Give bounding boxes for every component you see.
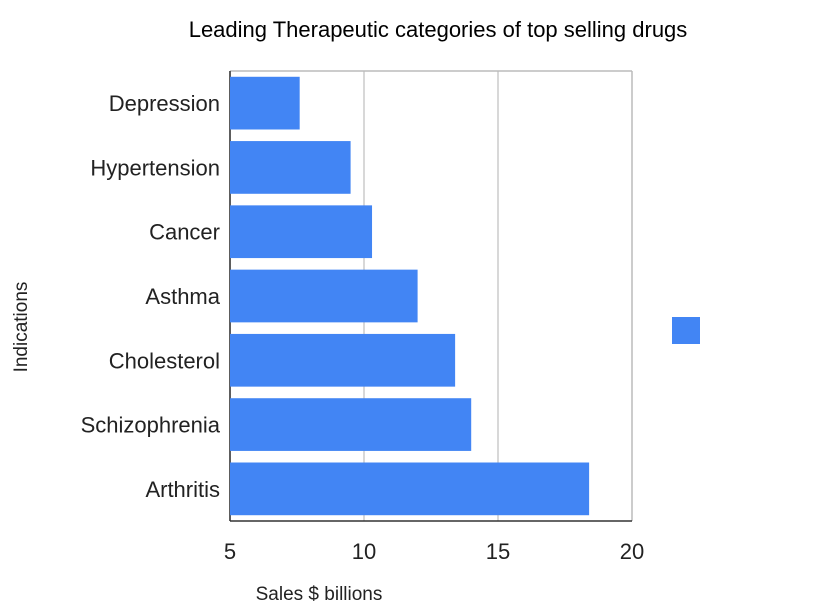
x-tick-label: 10 — [352, 539, 376, 564]
chart-title: Leading Therapeutic categories of top se… — [189, 17, 688, 42]
category-label: Cancer — [149, 220, 220, 245]
x-tick-label: 5 — [224, 539, 236, 564]
bar-asthma — [230, 269, 418, 323]
legend — [672, 317, 700, 344]
category-label: Asthma — [145, 284, 220, 309]
bar-cancer — [230, 205, 373, 259]
category-labels: Depression Hypertension Cancer Asthma Choles… — [81, 91, 221, 502]
x-tick-label: 20 — [620, 539, 644, 564]
bar-schizophrenia — [230, 398, 472, 451]
legend-swatch — [672, 317, 700, 344]
x-axis-title: Sales $ billions — [256, 584, 383, 605]
bar-arthritis — [230, 462, 590, 516]
category-label: Arthritis — [145, 477, 220, 502]
x-tick-labels: 5 10 15 20 — [224, 539, 644, 564]
category-label: Cholesterol — [109, 348, 220, 373]
category-label: Schizophrenia — [81, 413, 221, 438]
bar-hypertension — [230, 141, 351, 194]
bar-depression — [230, 76, 300, 130]
bar-cholesterol — [230, 333, 456, 387]
category-label: Depression — [109, 91, 220, 116]
y-axis-title: Indications — [11, 282, 32, 373]
x-tick-label: 15 — [486, 539, 510, 564]
bars — [230, 76, 590, 516]
category-label: Hypertension — [90, 155, 220, 180]
